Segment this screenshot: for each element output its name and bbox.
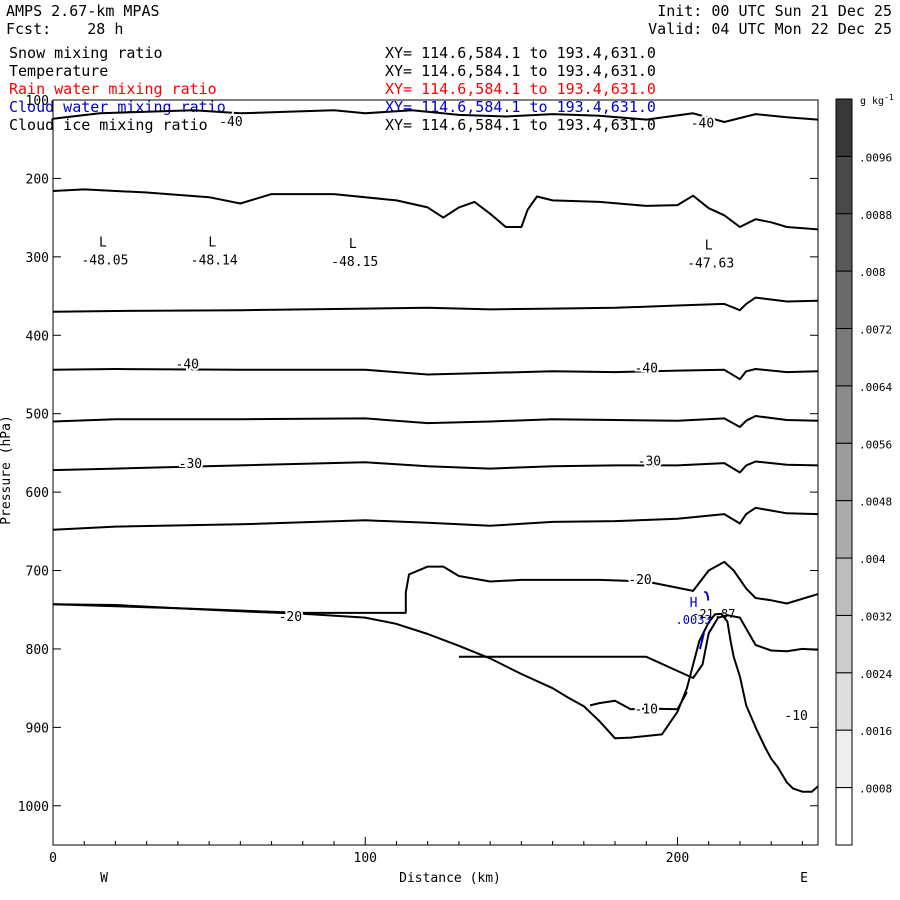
legend-field-coords: XY= 114.6,584.1 to 193.4,631.0 <box>385 116 656 134</box>
temperature-contour <box>52 415 819 428</box>
temperature-contour <box>52 109 819 123</box>
colorbar-label: .0032 <box>859 610 892 623</box>
y-tick-label: 700 <box>26 565 49 580</box>
colorbar-label: .0064 <box>859 381 892 394</box>
low-marker: L <box>99 235 107 250</box>
colorbar-swatch <box>835 213 853 272</box>
low-value: -48.14 <box>191 253 238 268</box>
colorbar-swatch <box>835 729 853 789</box>
legend-field-coords: XY= 114.6,584.1 to 193.4,631.0 <box>385 44 656 62</box>
colorbar-swatch <box>835 500 853 559</box>
temperature-contour <box>52 188 819 231</box>
colorbar-swatch <box>835 442 853 502</box>
legend-field-coords: XY= 114.6,584.1 to 193.4,631.0 <box>385 80 656 98</box>
y-tick-label: 900 <box>26 721 49 736</box>
colorbar-label: .0016 <box>859 725 892 738</box>
colorbar-label: .0096 <box>859 151 892 164</box>
colorbar-label: .0048 <box>859 496 892 509</box>
low-value: -47.63 <box>687 256 734 271</box>
legend-field-name: Rain water mixing ratio <box>9 80 217 98</box>
x-tick-label: 200 <box>666 851 689 866</box>
temperature-label: -40 <box>691 117 714 132</box>
legend-field-name: Temperature <box>9 62 109 80</box>
y-tick-label: 1000 <box>18 800 49 815</box>
temperature-contour <box>52 368 819 381</box>
x-tick-label: 100 <box>354 851 377 866</box>
x-tick-label: 0 <box>49 851 57 866</box>
temperature-label: -30 <box>638 455 661 470</box>
temperature-contour <box>52 560 819 614</box>
colorbar-label: .004 <box>859 553 886 566</box>
colorbar-label: .0072 <box>859 324 892 337</box>
east-marker: E <box>800 871 808 886</box>
y-axis-label: Pressure (hPa) <box>0 415 14 525</box>
colorbar-label: .0088 <box>859 209 892 222</box>
colorbar-unit: g kg-1 <box>860 93 894 107</box>
high-value: .0033 <box>676 613 712 627</box>
temperature-contour <box>52 506 819 531</box>
temperature-label: -40 <box>176 357 199 372</box>
plot-frame <box>52 99 819 846</box>
colorbar-swatch <box>835 328 853 387</box>
temperature-label: -20 <box>628 573 651 588</box>
legend-field-name: Cloud ice mixing ratio <box>9 116 208 134</box>
colorbar-label: .0024 <box>859 668 892 681</box>
temperature-label: -30 <box>179 457 202 472</box>
low-marker: L <box>705 238 713 253</box>
temperature-label: -40 <box>635 361 658 376</box>
temperature-contour <box>52 296 819 313</box>
y-tick-label: 600 <box>26 486 49 501</box>
colorbar-swatch <box>835 98 853 157</box>
colorbar-label: .0008 <box>859 783 892 796</box>
temperature-label: -10 <box>635 703 658 718</box>
cloud-water-contour <box>703 591 710 601</box>
y-tick-label: 500 <box>26 408 49 423</box>
colorbar-unit-exponent: -1 <box>884 93 894 102</box>
y-tick-label: 200 <box>26 172 49 187</box>
y-tick-label: 300 <box>26 251 49 266</box>
west-marker: W <box>100 871 108 886</box>
colorbar-label: .0056 <box>859 438 892 451</box>
legend-field-name: Snow mixing ratio <box>9 44 163 62</box>
temperature-contour <box>52 460 819 474</box>
colorbar-swatch <box>835 270 853 330</box>
low-value: -48.05 <box>81 253 128 268</box>
model-title: AMPS 2.67-km MPAS <box>6 2 160 20</box>
x-axis-label: Distance (km) <box>399 871 501 886</box>
colorbar-swatch <box>835 385 853 444</box>
temperature-label: -40 <box>219 115 242 130</box>
valid-time: Valid: 04 UTC Mon 22 Dec 25 <box>648 20 892 38</box>
high-value: -21.87 <box>692 607 735 621</box>
colorbar-swatch <box>835 787 853 846</box>
high-marker: H <box>690 596 698 611</box>
forecast-hour: Fcst: 28 h <box>6 20 124 38</box>
low-value: -48.15 <box>331 255 378 270</box>
colorbar-swatch <box>835 155 853 215</box>
legend-field-coords: XY= 114.6,584.1 to 193.4,631.0 <box>385 98 656 116</box>
low-marker: L <box>349 237 357 252</box>
colorbar-swatch <box>835 672 853 731</box>
temperature-contour <box>458 614 819 679</box>
y-tick-label: 100 <box>26 94 49 109</box>
y-tick-label: 400 <box>26 329 49 344</box>
temperature-label: -20 <box>279 610 302 625</box>
legend-field-coords: XY= 114.6,584.1 to 193.4,631.0 <box>385 62 656 80</box>
colorbar-swatch <box>835 614 853 674</box>
low-marker: L <box>208 235 216 250</box>
init-time: Init: 00 UTC Sun 21 Dec 25 <box>657 2 892 20</box>
cloud-water-contour <box>699 632 705 650</box>
terrain-outline <box>52 603 819 793</box>
colorbar-label: .008 <box>859 266 886 279</box>
temperature-label: -10 <box>784 709 807 724</box>
y-tick-label: 800 <box>26 643 49 658</box>
colorbar-swatch <box>835 557 853 616</box>
